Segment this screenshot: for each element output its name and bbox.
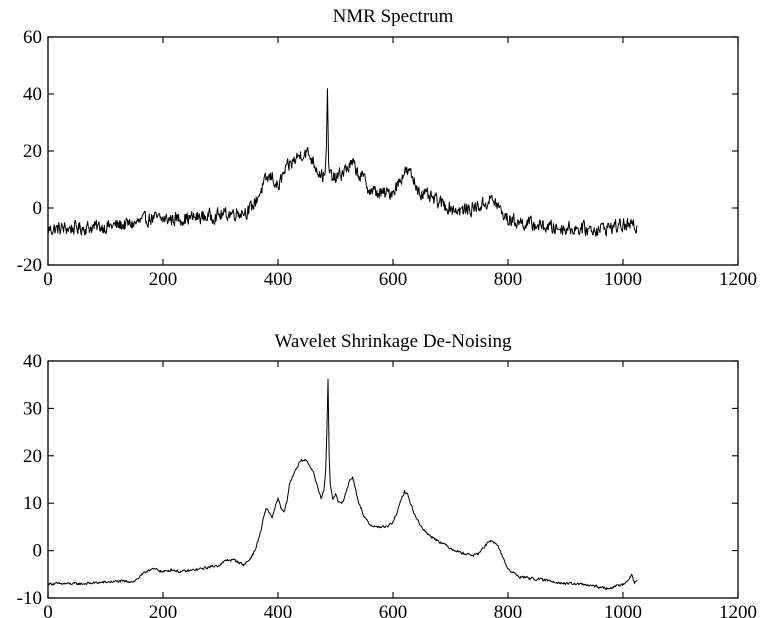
chart-top: NMR Spectrum 0 200 400 600 800 1000 1200-20020… <box>17 6 757 290</box>
x-tick-label: 0 <box>43 269 53 290</box>
chart-title: NMR Spectrum <box>333 6 454 27</box>
x-tick-label: 400 <box>264 269 293 290</box>
chart-title: Wavelet Shrinkage De-Noising <box>275 331 512 352</box>
y-tick-label: 40 <box>23 84 42 105</box>
y-tick-label: 30 <box>23 398 42 419</box>
x-tick-label: 1200 <box>719 602 757 618</box>
x-tick-label: 200 <box>149 602 178 618</box>
chart-trace-group <box>47 378 638 591</box>
x-tick-label: 1200 <box>719 269 757 290</box>
y-tick-label: 20 <box>23 446 42 467</box>
x-tick-label: 800 <box>494 602 523 618</box>
series-line <box>47 88 638 237</box>
y-tick-label: 10 <box>23 493 42 514</box>
x-tick-label: 600 <box>379 269 408 290</box>
x-tick-label: 0 <box>43 602 53 618</box>
plot-area-frame <box>47 360 739 599</box>
x-tick-label: 1000 <box>604 269 642 290</box>
y-tick-label: 0 <box>33 198 43 219</box>
y-tick-label: 0 <box>33 541 43 562</box>
y-tick-label: 60 <box>23 27 42 48</box>
y-tick-label: 20 <box>23 141 42 162</box>
x-tick-label: 800 <box>494 269 523 290</box>
chart-trace-group <box>47 88 638 237</box>
x-tick-label: 200 <box>149 269 178 290</box>
chart-bottom: Wavelet Shrinkage De-Noising 0 200 400 600 8… <box>17 331 757 618</box>
plot-area-frame <box>47 36 739 266</box>
series-line <box>47 378 638 591</box>
y-tick-label: 40 <box>23 351 42 372</box>
y-tick-label: -20 <box>17 255 42 276</box>
y-tick-label: -10 <box>17 588 42 609</box>
x-tick-label: 600 <box>379 602 408 618</box>
x-tick-label: 1000 <box>604 602 642 618</box>
x-tick-label: 400 <box>264 602 293 618</box>
